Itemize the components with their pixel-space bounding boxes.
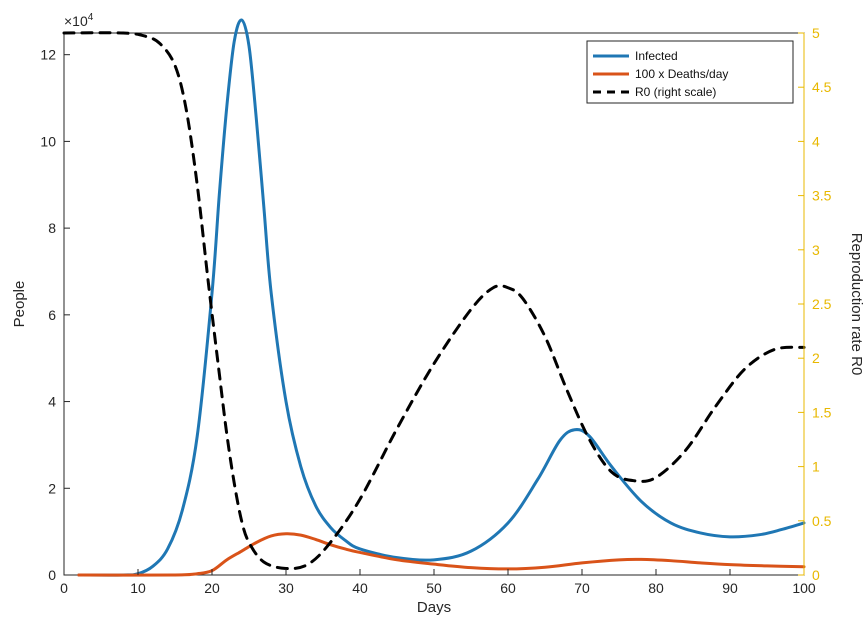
- x-tick-label: 80: [648, 580, 664, 596]
- x-tick-label: 90: [722, 580, 738, 596]
- y-right-tick-label: 3.5: [812, 188, 832, 204]
- y-tick-label: 6: [48, 307, 56, 323]
- y-tick-label: 2: [48, 480, 56, 496]
- plot-area: [63, 32, 805, 576]
- y-right-tick-label: 1: [812, 459, 820, 475]
- x-tick-label: 30: [278, 580, 294, 596]
- y-right-axis-label: Reproduction rate R0: [848, 233, 864, 376]
- y-exponent-label: ×104: [64, 12, 94, 29]
- legend-label-infected: Infected: [635, 49, 678, 63]
- x-tick-label: 0: [60, 580, 68, 596]
- y-right-tick-label: 2.5: [812, 296, 832, 312]
- y-right-tick-label: 4: [812, 133, 820, 149]
- y-right-tick-label: 1.5: [812, 404, 832, 420]
- x-tick-label: 10: [130, 580, 146, 596]
- legend: Infected 100 x Deaths/day R0 (right scal…: [586, 40, 794, 104]
- x-tick-label: 100: [792, 580, 816, 596]
- y-exponent-base: ×10: [64, 13, 88, 29]
- ticks-layer: 0 10 20 30 40 50 60 70 80 90 10002468101200.511.52…: [40, 25, 831, 596]
- y-right-tick-label: 2: [812, 350, 820, 366]
- y-right-tick-label: 4.5: [812, 79, 832, 95]
- series-line-infected: [77, 18, 806, 577]
- y-tick-label: 8: [48, 220, 56, 236]
- x-tick-label: 60: [500, 580, 516, 596]
- series-line-r0-right-scale: [62, 31, 806, 571]
- y-tick-label: 10: [40, 133, 56, 149]
- y-right-tick-label: 5: [812, 25, 820, 41]
- x-tick-label: 40: [352, 580, 368, 596]
- legend-label-deaths: 100 x Deaths/day: [635, 67, 728, 81]
- y-exponent-power: 4: [88, 12, 94, 23]
- x-axis-label: Days: [417, 599, 451, 616]
- x-tick-label: 70: [574, 580, 590, 596]
- series-layer: [62, 18, 806, 577]
- x-tick-label: 50: [426, 580, 442, 596]
- y-axis-label: People: [11, 281, 28, 328]
- series-line-100-x-deaths-day: [77, 532, 806, 577]
- y-tick-label: 0: [48, 567, 56, 583]
- x-tick-label: 20: [204, 580, 220, 596]
- y-tick-label: 12: [40, 47, 56, 63]
- legend-label-r0: R0 (right scale): [635, 85, 716, 99]
- y-right-tick-label: 0: [812, 567, 820, 583]
- y-right-tick-label: 3: [812, 242, 820, 258]
- y-tick-label: 4: [48, 394, 56, 410]
- y-right-tick-label: 0.5: [812, 513, 832, 529]
